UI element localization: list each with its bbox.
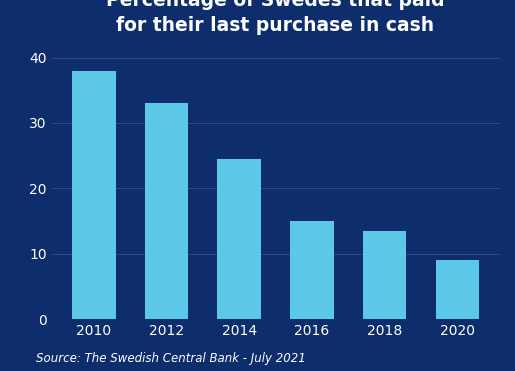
- Bar: [290, 221, 334, 319]
- Text: Source: The Swedish Central Bank - July 2021: Source: The Swedish Central Bank - July …: [36, 352, 306, 365]
- Bar: [363, 231, 406, 319]
- Bar: [72, 70, 115, 319]
- Title: Percentage of Swedes that paid
for their last purchase in cash: Percentage of Swedes that paid for their…: [106, 0, 445, 35]
- Bar: [217, 159, 261, 319]
- Bar: [145, 104, 188, 319]
- Bar: [436, 260, 479, 319]
